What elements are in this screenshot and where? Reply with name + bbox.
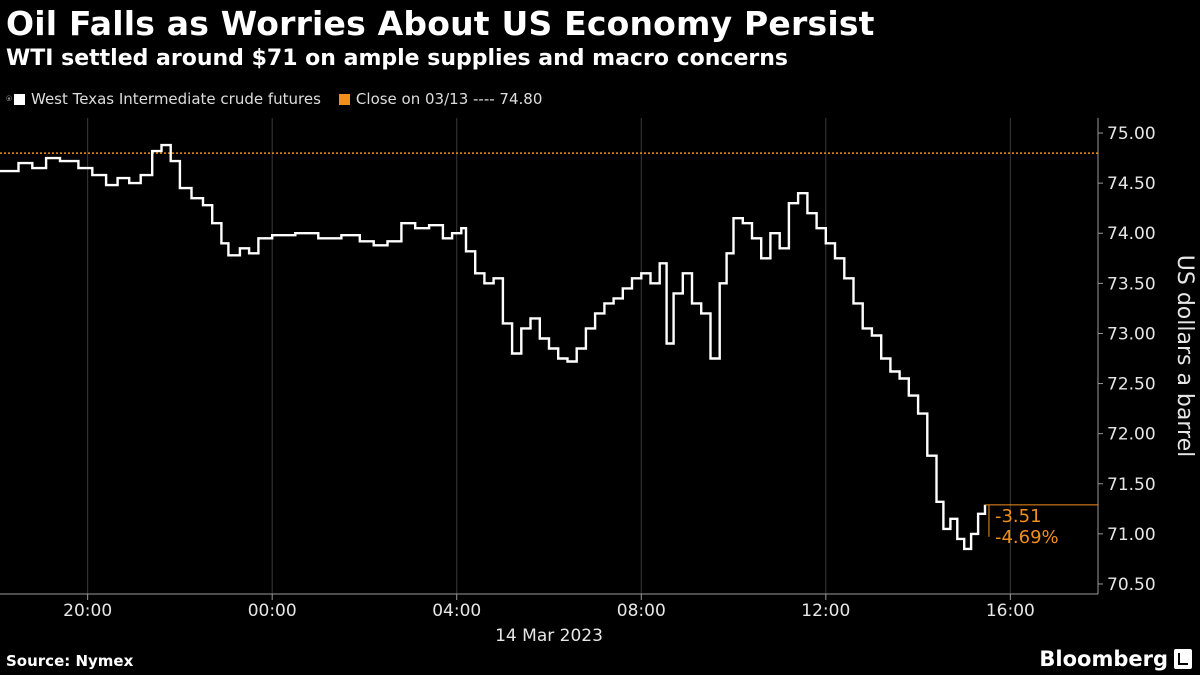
x-date-label: 14 Mar 2023: [495, 626, 603, 646]
y-tick-label-4: 72.50: [1107, 375, 1156, 395]
y-tick-label-0: 70.50: [1107, 575, 1156, 595]
annotation-change-0: -3.51: [995, 506, 1042, 527]
series-line-wti: [0, 143, 987, 551]
x-tick-label-5: 16:00: [986, 601, 1035, 621]
legend-label-close: Close on 03/13 ---- 74.80: [355, 90, 543, 108]
y-tick-label-8: 74.50: [1107, 174, 1156, 194]
y-tick-label-2: 71.50: [1107, 475, 1156, 495]
legend: ⍟ West Texas Intermediate crude futures …: [6, 90, 560, 108]
pin-icon: ⍟: [6, 93, 12, 105]
brand-logo: Bloomberg: [1039, 647, 1168, 671]
y-tick-label-7: 74.00: [1107, 224, 1156, 244]
legend-label-wti: West Texas Intermediate crude futures: [31, 90, 321, 108]
chart-subtitle: WTI settled around $71 on ample supplies…: [6, 46, 788, 71]
annotation-change-1: -4.69%: [995, 527, 1059, 548]
x-tick-label-3: 08:00: [617, 601, 666, 621]
y-axis-title: US dollars a barrel: [1172, 255, 1197, 457]
y-tick-label-6: 73.50: [1107, 274, 1156, 294]
chart-title: Oil Falls as Worries About US Economy Pe…: [6, 4, 875, 43]
legend-swatch-wti: [14, 93, 25, 105]
y-tick-label-1: 71.00: [1107, 525, 1156, 545]
x-tick-label-4: 12:00: [801, 601, 850, 621]
source-note: Source: Nymex: [6, 652, 134, 670]
x-tick-label-1: 00:00: [248, 601, 297, 621]
y-tick-label-3: 72.00: [1107, 425, 1156, 445]
x-tick-label-2: 04:00: [432, 601, 481, 621]
y-tick-label-9: 75.00: [1107, 124, 1156, 144]
bloomberg-terminal-icon: [1174, 649, 1192, 669]
legend-swatch-close: [338, 93, 350, 105]
x-tick-label-0: 20:00: [63, 601, 112, 621]
y-tick-label-5: 73.00: [1107, 324, 1156, 344]
legend-item-close: Close on 03/13 ---- 74.80: [338, 90, 543, 108]
legend-item-wti: ⍟ West Texas Intermediate crude futures: [6, 90, 321, 108]
